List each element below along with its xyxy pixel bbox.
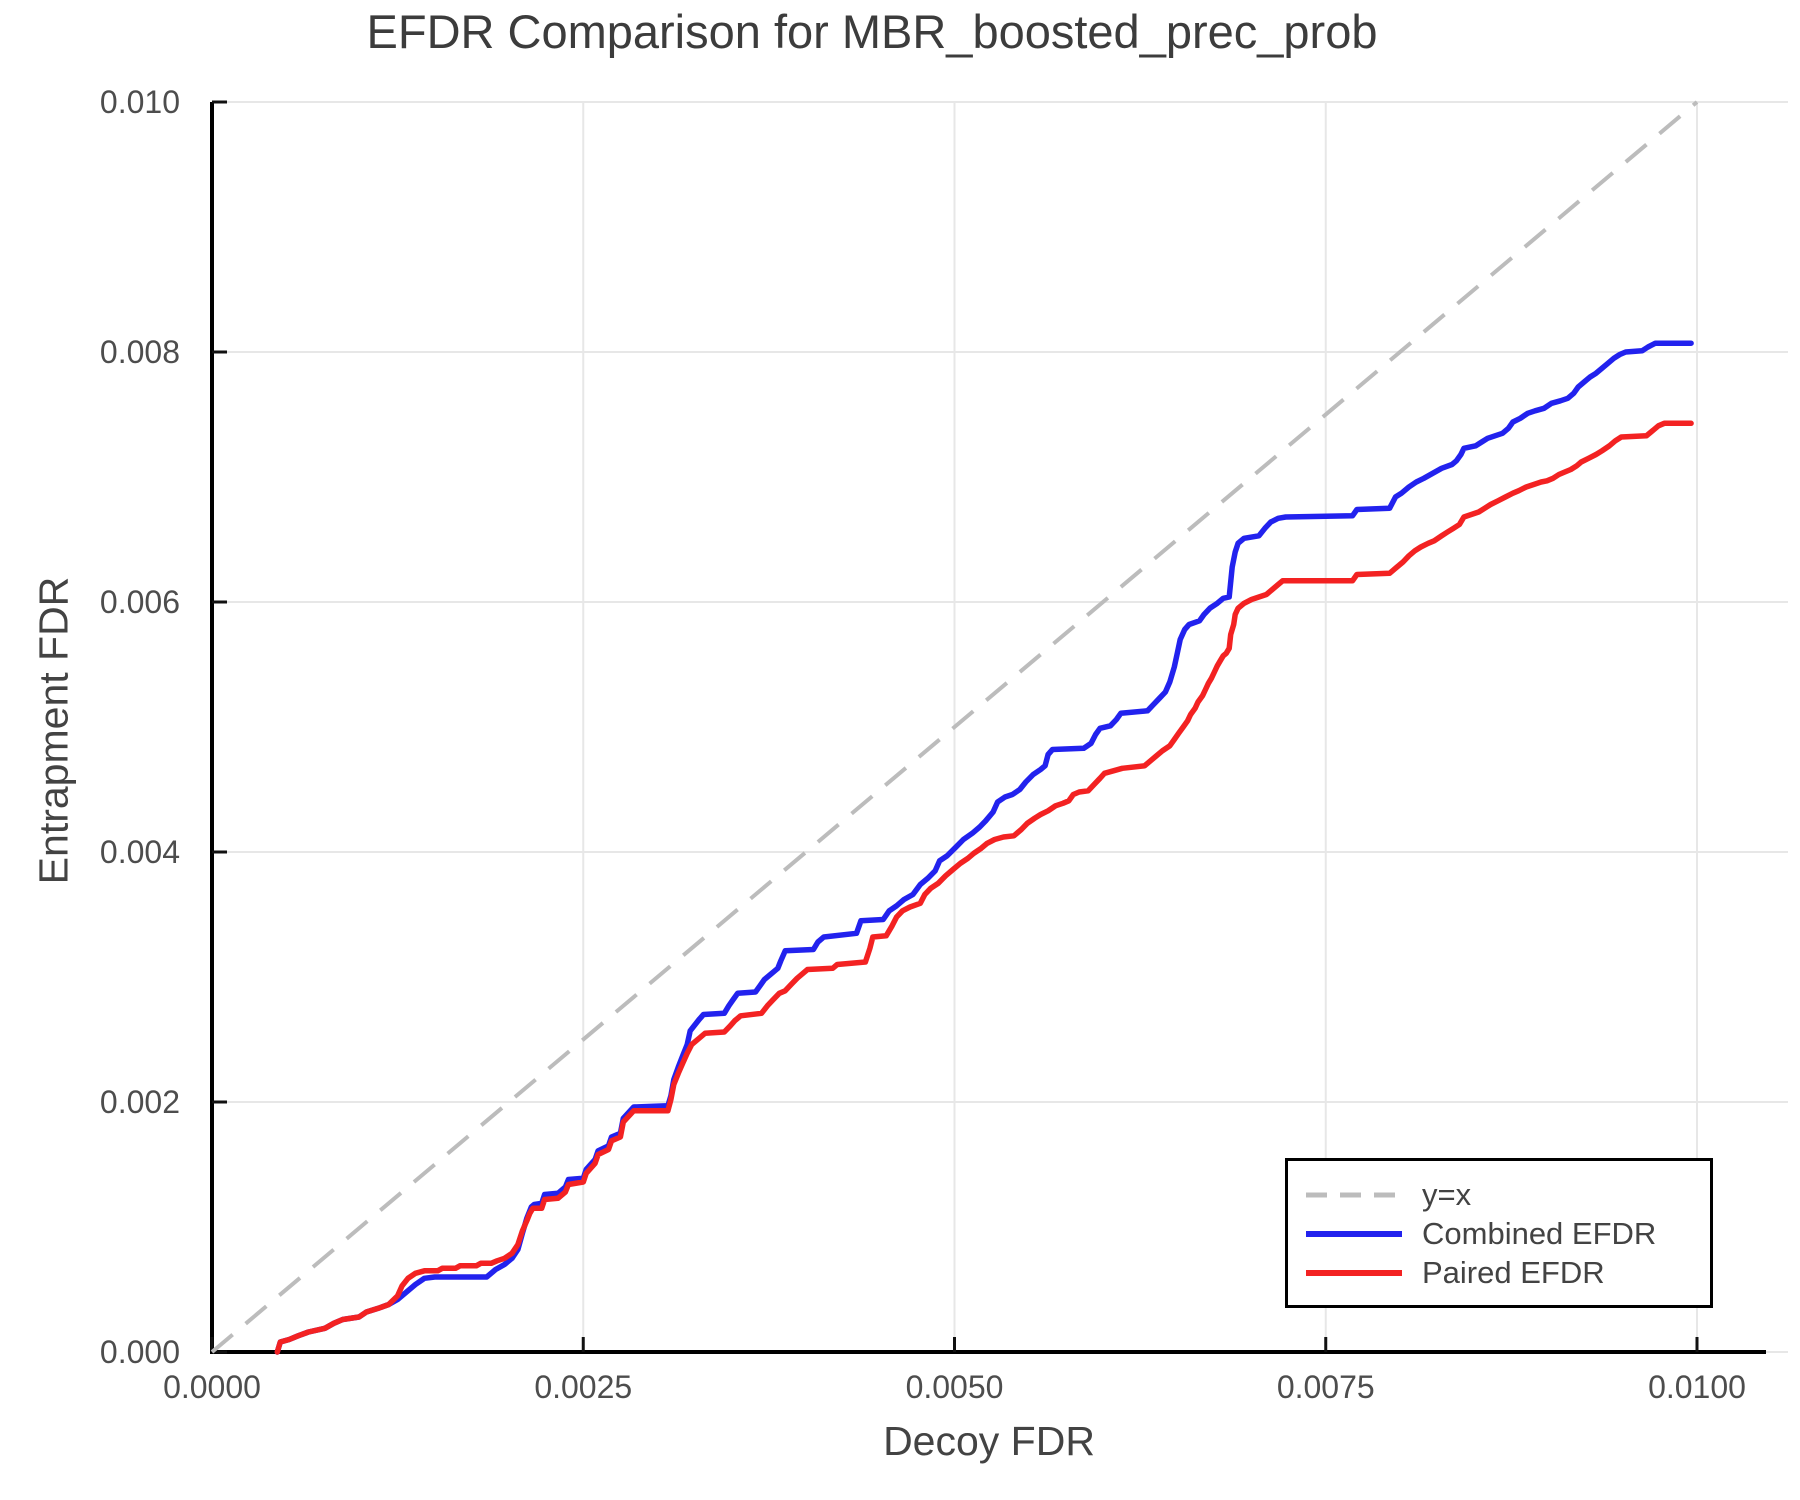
- legend-label-paired: Paired EFDR: [1422, 1254, 1605, 1290]
- x-tick-label: 0.0025: [534, 1369, 632, 1405]
- chart-title: EFDR Comparison for MBR_boosted_prec_pro…: [366, 5, 1378, 58]
- y-tick-label: 0.000: [100, 1334, 180, 1370]
- series-line-paired-efdr: [274, 420, 1694, 1355]
- legend-label-combined: Combined EFDR: [1422, 1215, 1657, 1251]
- legend-label-yx: y=x: [1422, 1176, 1472, 1212]
- x-tick-label: 0.0050: [906, 1369, 1004, 1405]
- x-tick-label: 0.0075: [1277, 1369, 1375, 1405]
- legend: y=x Combined EFDR Paired EFDR: [1285, 1158, 1713, 1308]
- y-tick-label: 0.006: [100, 584, 180, 620]
- series-line-combined-efdr: [274, 340, 1694, 1355]
- legend-entry-combined: Combined EFDR: [1306, 1214, 1710, 1253]
- y-tick-label: 0.010: [100, 84, 180, 120]
- legend-entry-yx: y=x: [1306, 1175, 1710, 1214]
- reference-line-yx: [210, 100, 1699, 1354]
- legend-entry-paired: Paired EFDR: [1306, 1253, 1710, 1292]
- x-tick-label: 0.0000: [163, 1369, 261, 1405]
- y-tick-label: 0.004: [100, 834, 180, 870]
- x-tick-label: 0.0100: [1648, 1369, 1746, 1405]
- x-axis-label: Decoy FDR: [883, 1418, 1095, 1464]
- dashed-line-sample: [1306, 1192, 1402, 1197]
- combined-line-sample: [1306, 1230, 1402, 1237]
- y-tick-label: 0.002: [100, 1084, 180, 1120]
- y-tick-label: 0.008: [100, 334, 180, 370]
- y-axis-label: Entrapment FDR: [30, 576, 77, 885]
- paired-line-sample: [1306, 1269, 1402, 1276]
